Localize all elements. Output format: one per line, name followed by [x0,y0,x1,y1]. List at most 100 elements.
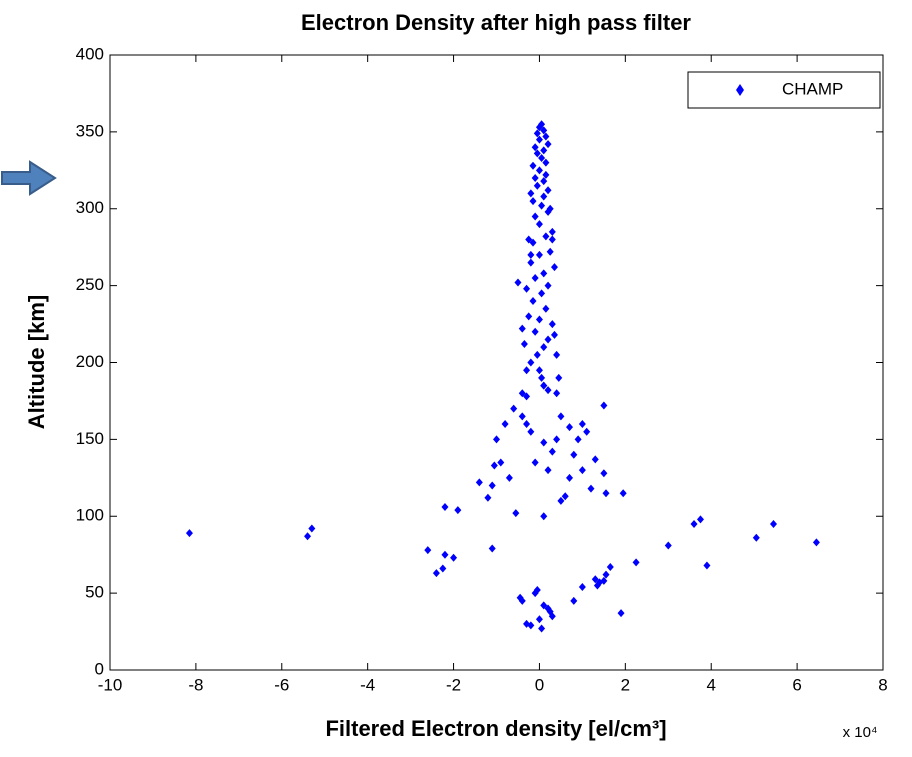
data-point [557,412,565,421]
data-point [557,496,565,505]
data-point [555,373,563,382]
data-point [439,564,447,573]
x-tick-label: -8 [188,675,203,694]
data-point [501,420,509,428]
data-point [488,481,496,490]
data-point [533,129,541,138]
data-point [514,278,522,287]
data-point [566,473,574,482]
x-tick-label: -6 [274,675,289,694]
x-tick-label: 8 [878,675,887,694]
legend-label: CHAMP [782,79,843,98]
data-point [540,343,548,352]
data-point [527,189,535,198]
y-tick-label: 350 [76,121,104,140]
data-point [561,492,569,501]
chart-title: Electron Density after high pass filter [301,10,691,35]
data-point [538,373,546,382]
data-point [538,201,546,210]
legend-box [687,71,881,109]
data-point [542,170,550,179]
data-point [512,509,520,518]
data-point [574,435,582,444]
data-point [578,582,586,591]
data-point [441,550,449,559]
data-point [696,515,704,524]
data-point [535,366,543,375]
x-tick-label: 2 [621,675,630,694]
data-point [533,149,541,158]
data-point [544,386,552,395]
data-point [531,327,539,336]
data-point [591,455,599,464]
data-point [570,596,578,605]
data-point [542,132,550,141]
data-point [531,273,539,282]
data-point [535,615,543,624]
x-tick-label: 6 [792,675,801,694]
data-point [544,140,552,149]
data-point [490,461,498,470]
data-point [533,181,541,190]
data-point [527,358,535,367]
data-point [533,586,541,595]
data-point [538,120,546,129]
x-tick-label: 4 [706,675,715,694]
data-point [527,258,535,267]
data-point [540,512,548,521]
data-point [544,186,552,195]
data-point [518,596,526,605]
data-point [664,541,672,550]
data-point [548,235,556,244]
y-tick-label: 100 [76,506,104,525]
data-point [518,412,526,421]
x-tick-label: 0 [535,675,544,694]
data-point [602,489,610,498]
data-point [550,330,558,339]
data-point [553,389,561,398]
data-point [450,553,458,562]
data-point [523,366,531,375]
data-point [535,250,543,259]
y-tick-label: 50 [85,583,104,602]
y-tick-label: 250 [76,275,104,294]
data-point [578,466,586,475]
data-point [488,544,496,553]
data-point [441,503,449,512]
data-point [602,570,610,579]
data-point [523,284,531,293]
data-point [523,392,531,401]
data-point [520,340,528,349]
data-point [570,450,578,459]
data-point [540,126,548,135]
legend-marker [736,84,744,96]
data-point [546,204,554,213]
arrow [1,160,57,196]
data-point [432,569,440,578]
y-tick-label: 0 [95,659,104,678]
data-point [531,212,539,221]
data-point [703,561,711,570]
x-tick-label: -10 [98,675,123,694]
data-point [510,404,518,413]
data-point [535,315,543,324]
data-point [548,612,556,621]
data-point [546,247,554,256]
data-point [548,320,556,329]
data-point [619,489,627,498]
data-point [527,621,535,630]
data-point [566,423,574,432]
data-point [596,578,604,587]
data-point [632,558,640,567]
data-point [583,427,591,436]
data-point [527,250,535,259]
data-point [484,493,492,502]
data-point [527,427,535,436]
data-point [533,350,541,359]
data-point [518,324,526,333]
data-point [544,335,552,344]
data-point [535,220,543,229]
data-point [553,350,561,359]
